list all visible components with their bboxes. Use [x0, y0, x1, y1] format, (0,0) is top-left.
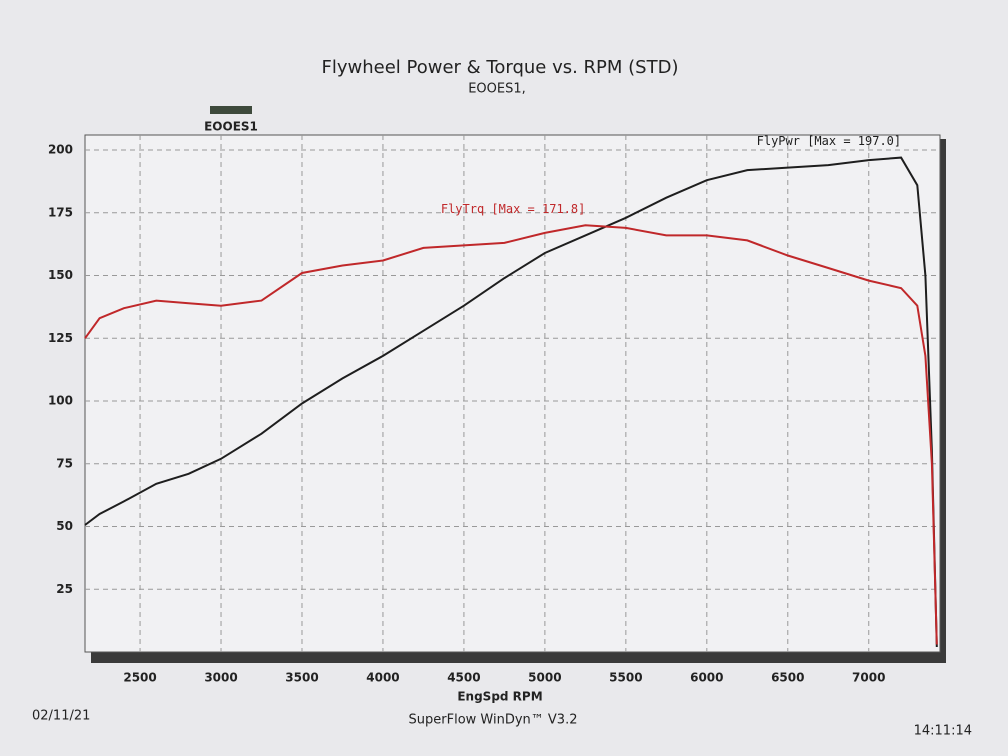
x-tick-label: 5000 [528, 671, 561, 685]
plot-area [84, 134, 941, 653]
series-line [84, 156, 938, 648]
y-tick-label: 200 [48, 143, 73, 157]
x-tick-label: 4500 [447, 671, 480, 685]
x-tick-label: 6000 [690, 671, 723, 685]
x-tick-label: 3500 [285, 671, 318, 685]
series-label: FlyTrq [Max = 171.8] [441, 202, 586, 216]
footer-date: 02/11/21 [32, 709, 90, 724]
y-tick-label: 175 [48, 205, 73, 219]
x-tick-label: 2500 [123, 671, 156, 685]
y-tick-label: 150 [48, 268, 73, 282]
y-tick-label: 25 [56, 582, 73, 596]
y-tick-label: 100 [48, 394, 73, 408]
footer-time: 14:11:14 [914, 724, 972, 739]
footer-software: SuperFlow WinDyn™ V3.2 [409, 713, 578, 728]
x-axis-label: EngSpd RPM [457, 690, 542, 704]
x-tick-label: 3000 [204, 671, 237, 685]
chart-subtitle: EOOES1, [468, 82, 526, 97]
series-line [84, 224, 938, 645]
y-tick-label: 75 [56, 456, 73, 470]
x-tick-label: 7000 [852, 671, 885, 685]
y-tick-label: 50 [56, 519, 73, 533]
x-tick-label: 4000 [366, 671, 399, 685]
legend-label: EOOES1 [204, 120, 258, 134]
legend-swatch [210, 106, 252, 114]
chart-title: Flywheel Power & Torque vs. RPM (STD) [322, 57, 679, 78]
x-tick-label: 6500 [771, 671, 804, 685]
series-label: FlyPwr [Max = 197.0] [757, 134, 902, 148]
y-tick-label: 125 [48, 331, 73, 345]
x-tick-label: 5500 [609, 671, 642, 685]
